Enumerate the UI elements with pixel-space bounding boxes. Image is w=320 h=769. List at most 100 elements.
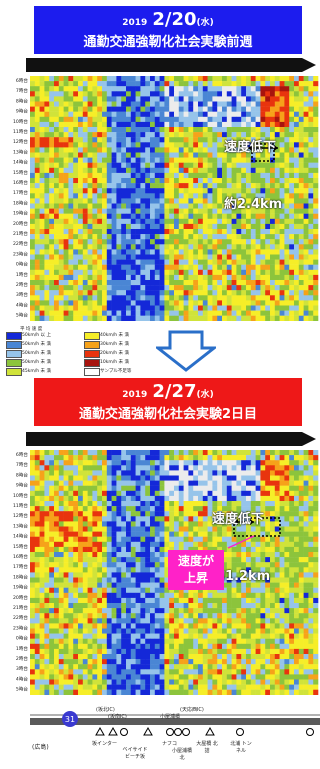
heat-cell <box>236 562 242 568</box>
heat-cell <box>217 526 223 532</box>
heat-cell <box>140 552 146 558</box>
heat-cell <box>298 147 304 153</box>
heat-cell <box>198 526 204 532</box>
heat-cell <box>49 460 55 466</box>
heat-cell <box>294 608 300 614</box>
heat-cell <box>303 234 309 240</box>
heat-cell <box>174 218 180 225</box>
heat-cell <box>44 188 50 194</box>
heat-cell <box>303 259 309 265</box>
heat-cell <box>164 521 170 527</box>
heat-cell <box>150 269 156 276</box>
heat-cell <box>87 183 93 189</box>
heat-cell <box>284 106 290 112</box>
heat-cell <box>193 587 199 593</box>
heat-cell <box>34 213 40 219</box>
heat-cell <box>87 203 93 209</box>
heat-cell <box>174 465 180 471</box>
heat-cell <box>130 162 136 168</box>
heat-cell <box>169 223 175 230</box>
heat-cell <box>284 152 290 158</box>
heat-cell <box>150 101 156 107</box>
heat-cell <box>126 597 132 604</box>
heat-cell <box>226 577 232 583</box>
heat-cell <box>231 213 237 219</box>
heat-cell <box>313 546 319 553</box>
heat-cell <box>270 310 276 316</box>
heat-cell <box>298 132 304 138</box>
heat-cell <box>313 96 319 102</box>
heat-cell <box>44 274 50 281</box>
heat-cell <box>250 208 256 214</box>
heat-cell <box>188 460 194 466</box>
heat-cell <box>97 203 103 209</box>
heat-cell <box>92 470 98 476</box>
heat-cell <box>241 450 247 456</box>
heat-cell <box>188 254 194 260</box>
heat-cell <box>49 116 55 123</box>
heat-cell <box>145 203 151 209</box>
heat-cell <box>106 147 112 153</box>
heat-cell <box>169 587 175 593</box>
heat-cell <box>150 310 156 316</box>
heat-cell <box>289 587 295 593</box>
heat-cell <box>188 536 194 542</box>
heat-cell <box>174 455 180 461</box>
heat-cell <box>174 239 180 245</box>
heat-cell <box>111 450 117 456</box>
heat-cell <box>207 460 213 466</box>
heat-cell <box>39 623 45 629</box>
heat-cell <box>34 81 40 87</box>
heat-cell <box>260 167 266 174</box>
heat-cell <box>260 101 266 107</box>
heat-cell <box>49 511 55 517</box>
heat-cell <box>159 315 165 321</box>
heat-cell <box>265 137 271 143</box>
heat-cell <box>174 285 180 291</box>
heat-cell <box>169 274 175 281</box>
heat-cell <box>58 178 64 184</box>
heat-cell <box>231 475 237 481</box>
heat-cell <box>92 618 98 624</box>
heat-cell <box>198 480 204 486</box>
heat-cell <box>30 106 36 112</box>
heat-cell <box>298 511 304 517</box>
heat-cell <box>78 300 84 306</box>
heat-cell <box>87 239 93 245</box>
heat-cell <box>250 526 256 532</box>
heat-cell <box>289 572 295 578</box>
heat-cell <box>202 511 208 517</box>
heat-cell <box>73 290 79 296</box>
heat-cell <box>289 608 295 614</box>
heat-cell <box>236 162 242 168</box>
heat-cell <box>308 495 314 502</box>
heat-cell <box>279 511 285 517</box>
heat-cell <box>97 536 103 542</box>
heat-cell <box>265 208 271 214</box>
heat-cell <box>87 506 93 512</box>
heat-cell <box>226 167 232 174</box>
heat-cell <box>68 511 74 517</box>
heat-cell <box>30 157 36 163</box>
heat-cell <box>54 269 60 276</box>
heat-cell <box>246 254 252 260</box>
heat-cell <box>145 541 151 548</box>
heat-cell <box>68 249 74 255</box>
heat-cell <box>54 229 60 235</box>
heat-cell <box>169 127 175 133</box>
heat-cell <box>284 506 290 512</box>
heat-cell <box>260 608 266 614</box>
direction-arrow <box>26 432 316 446</box>
heat-cell <box>39 465 45 471</box>
legend-swatch <box>6 332 22 340</box>
heat-cell <box>260 264 266 270</box>
heat-cell <box>255 86 261 92</box>
heat-cell <box>303 96 309 102</box>
heat-cell <box>140 280 146 286</box>
heat-cell <box>73 178 79 184</box>
heat-cell <box>298 290 304 296</box>
heat-cell <box>255 597 261 604</box>
heat-cell <box>236 613 242 619</box>
heat-cell <box>68 193 74 199</box>
heat-cell <box>188 167 194 174</box>
